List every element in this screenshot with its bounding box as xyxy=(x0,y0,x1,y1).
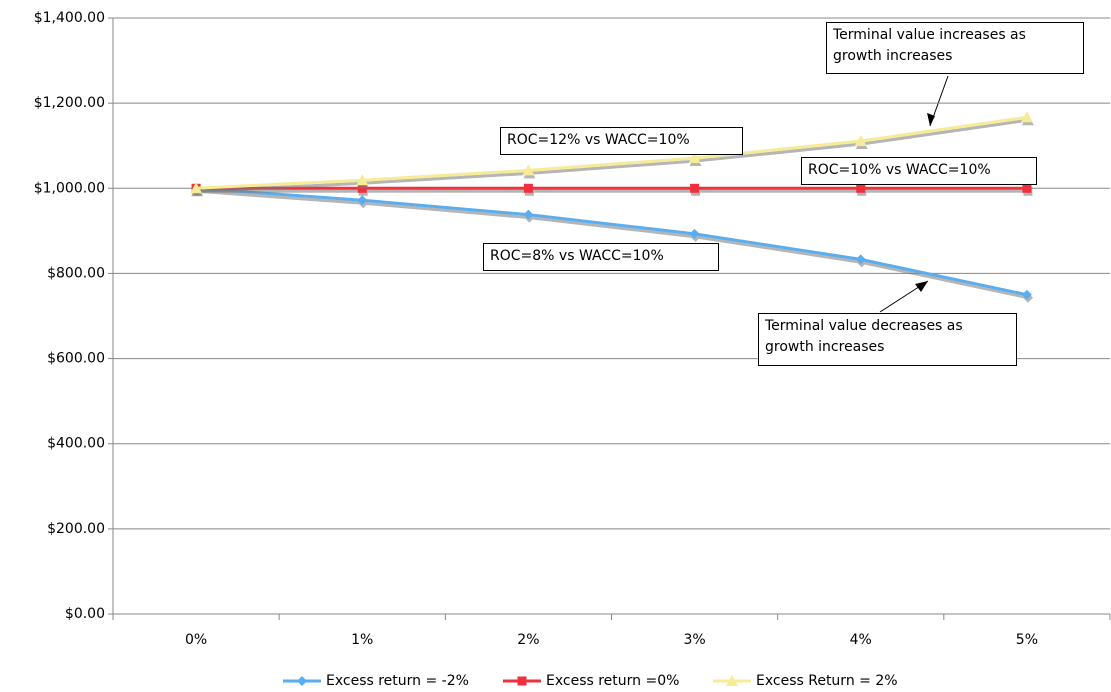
annotation: Terminal value decreases as growth incre… xyxy=(758,313,1017,366)
series xyxy=(191,183,1032,193)
marker xyxy=(356,174,369,186)
marker xyxy=(855,254,866,265)
x-tick-label: 0% xyxy=(185,632,207,648)
annotation: ROC=12% vs WACC=10% xyxy=(500,127,743,155)
y-tick-label: $1,400.00 xyxy=(34,10,105,26)
x-tick-label: 4% xyxy=(850,632,872,648)
series xyxy=(191,183,1032,300)
series xyxy=(190,111,1033,194)
y-tick-label: $800.00 xyxy=(47,265,105,281)
x-tick-label: 2% xyxy=(517,632,539,648)
marker xyxy=(522,164,535,176)
marker xyxy=(1020,111,1033,123)
legend-label: Excess return =0% xyxy=(546,673,679,689)
x-tick-label: 5% xyxy=(1016,632,1038,648)
marker xyxy=(523,209,534,220)
marker xyxy=(689,228,700,239)
y-tick-label: $0.00 xyxy=(65,606,105,622)
marker xyxy=(523,183,533,193)
marker xyxy=(190,182,203,194)
y-tick-label: $200.00 xyxy=(47,521,105,537)
legend-label: Excess return = -2% xyxy=(326,673,469,689)
x-tick-label: 1% xyxy=(351,632,373,648)
marker xyxy=(517,676,527,686)
marker xyxy=(357,183,367,193)
marker xyxy=(854,135,867,147)
marker xyxy=(1021,289,1032,300)
x-tick-label: 3% xyxy=(683,632,705,648)
legend-label: Excess Return = 2% xyxy=(756,673,898,689)
series-line xyxy=(196,115,1028,190)
annotation: Terminal value increases as growth incre… xyxy=(826,22,1084,74)
marker xyxy=(688,152,701,164)
marker xyxy=(856,183,866,193)
arrow-head xyxy=(927,113,935,126)
annotation: ROC=10% vs WACC=10% xyxy=(801,157,1037,185)
annotation: ROC=8% vs WACC=10% xyxy=(483,243,719,271)
series-line xyxy=(195,186,1028,297)
marker xyxy=(726,675,738,686)
y-tick-label: $1,000.00 xyxy=(34,180,105,196)
arrow-head xyxy=(915,281,928,292)
marker xyxy=(357,195,368,206)
marker xyxy=(1022,183,1032,193)
y-tick-label: $600.00 xyxy=(47,351,105,367)
y-tick-label: $400.00 xyxy=(47,436,105,452)
marker xyxy=(297,676,307,686)
y-tick-label: $1,200.00 xyxy=(34,95,105,111)
marker xyxy=(690,183,700,193)
